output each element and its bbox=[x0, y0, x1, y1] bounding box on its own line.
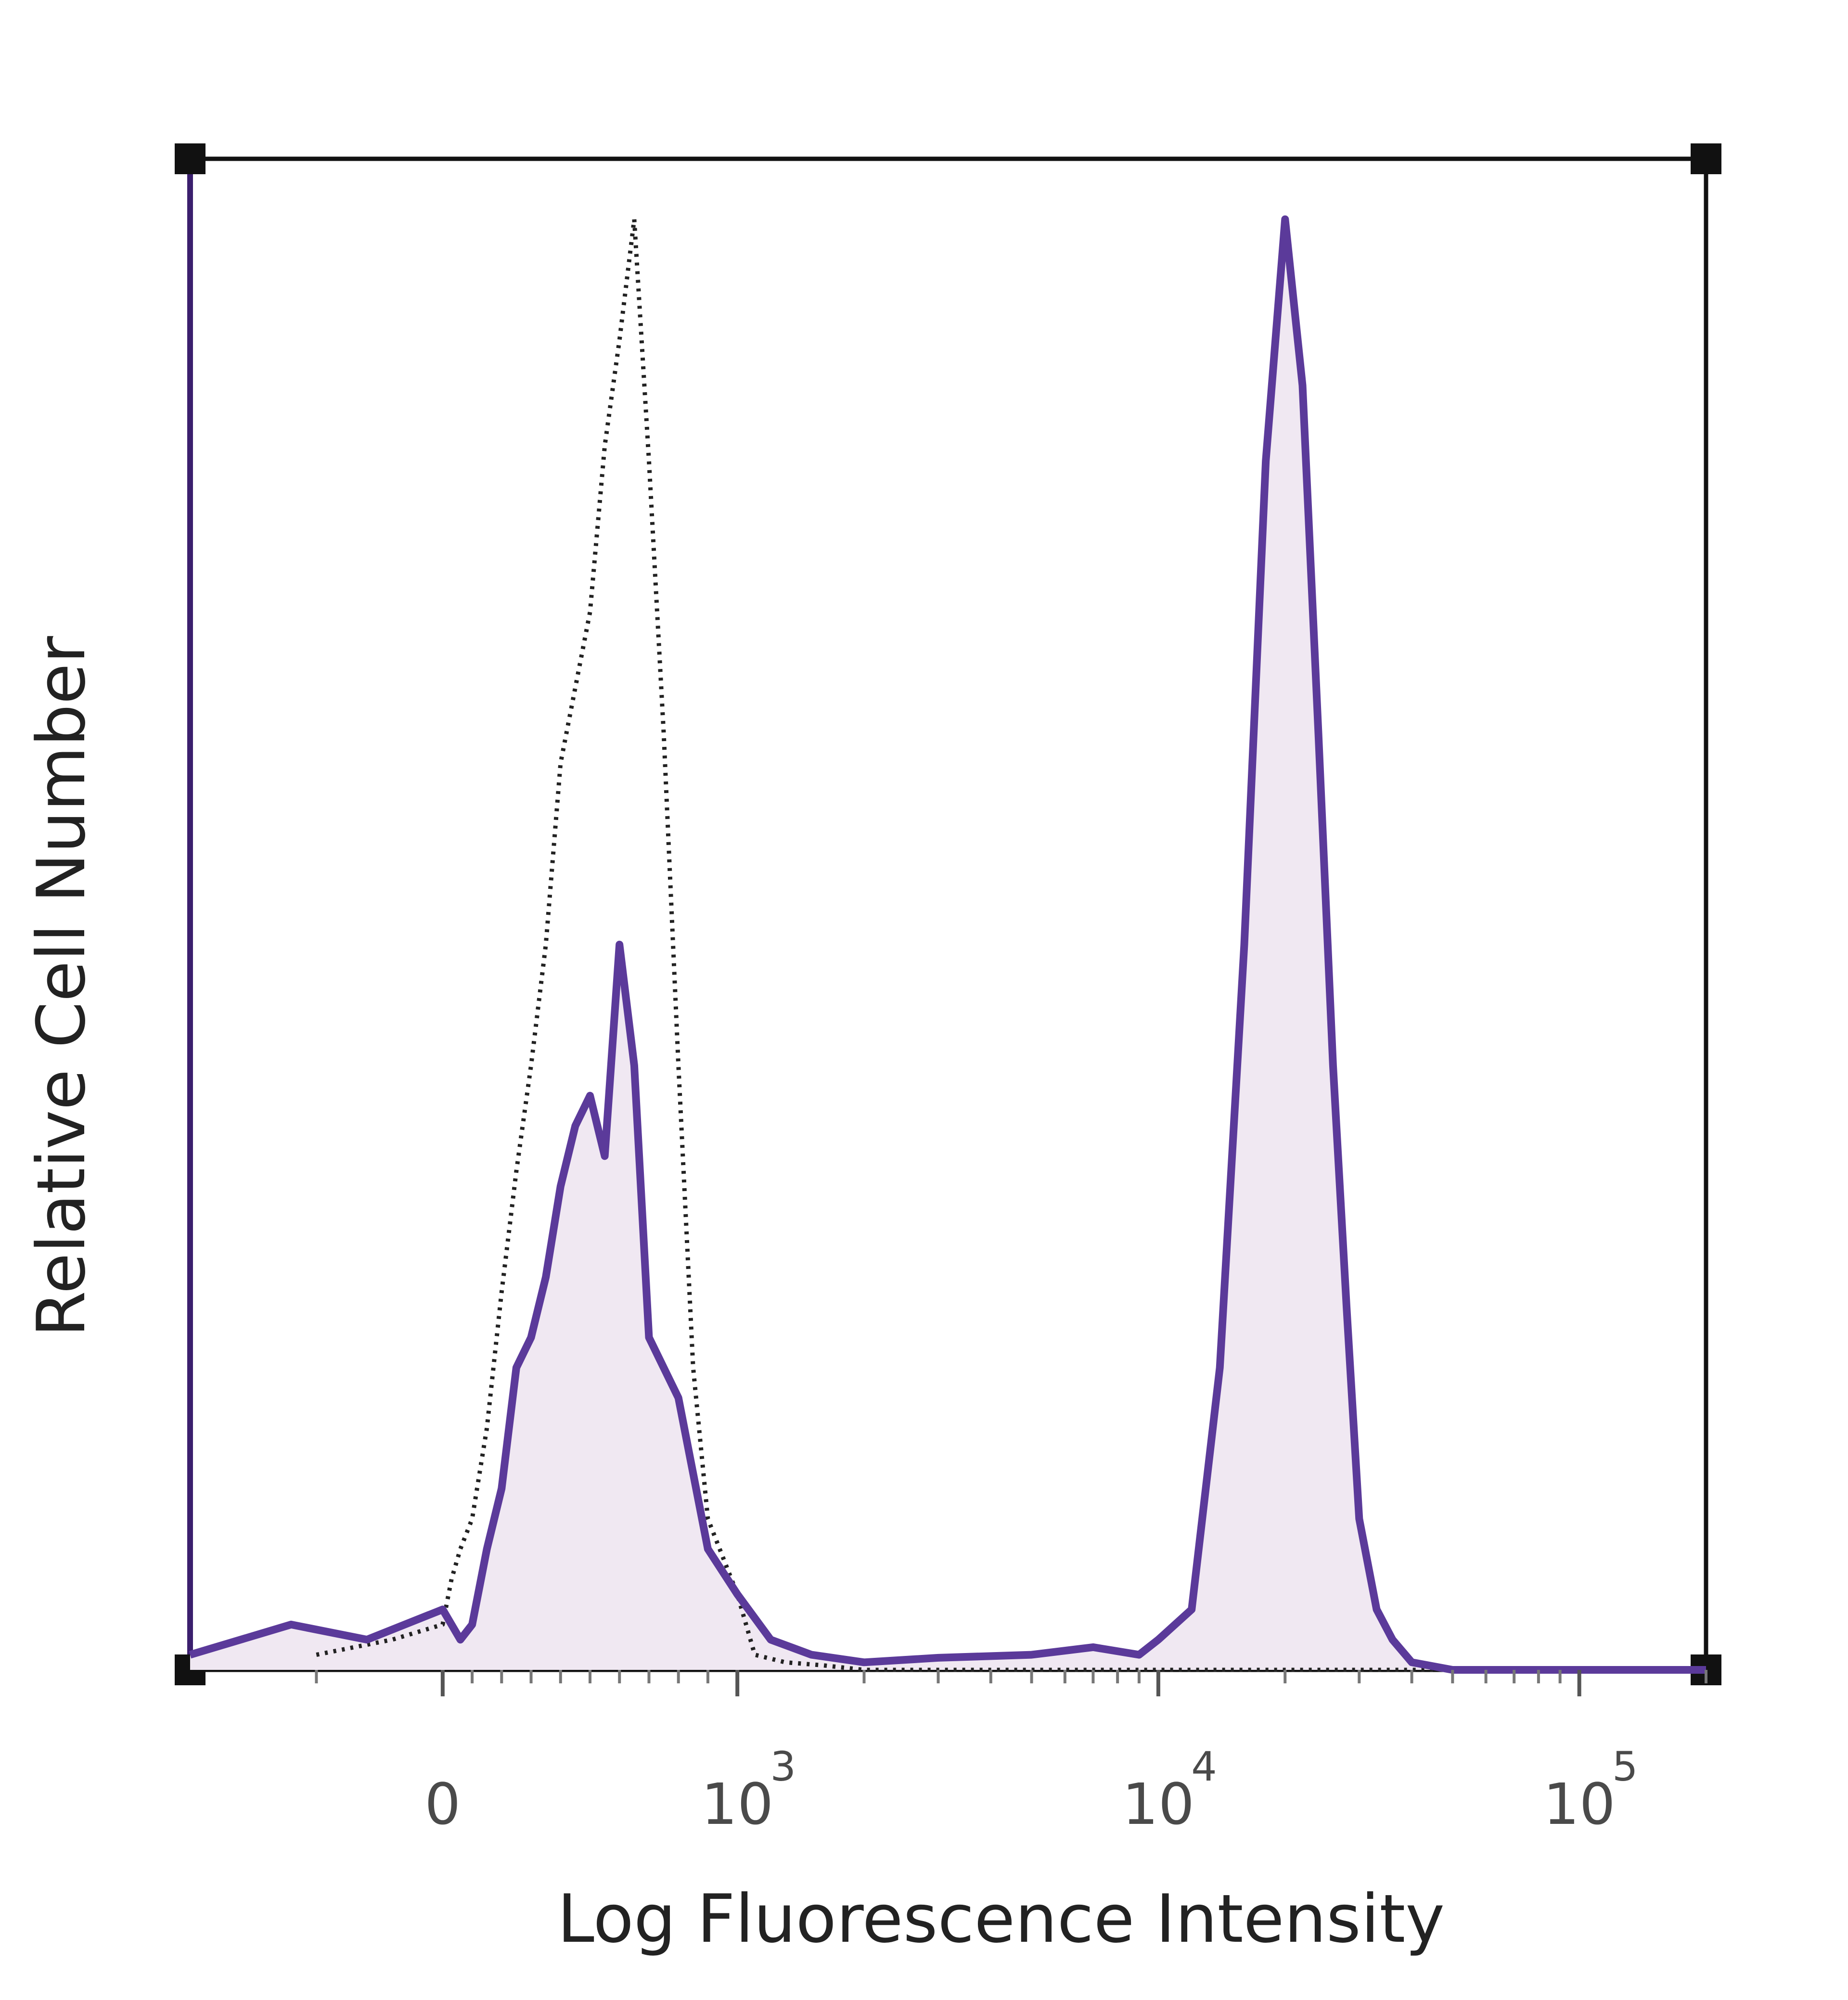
x-tick-exponent: 5 bbox=[1612, 1743, 1638, 1790]
isotype-control-histogram-line bbox=[316, 217, 1706, 1672]
x-tick-label: 0 bbox=[424, 1771, 461, 1837]
x-tick-label: 10 bbox=[1122, 1771, 1194, 1837]
x-tick-exponent: 3 bbox=[770, 1743, 796, 1790]
stained-histogram-fill bbox=[190, 219, 1706, 1670]
x-tick-exponent: 4 bbox=[1191, 1743, 1217, 1790]
x-axis-title: Log Fluorescence Intensity bbox=[557, 1880, 1445, 1958]
stained-histogram-line bbox=[189, 215, 1706, 1674]
y-axis-title: Relative Cell Number bbox=[23, 636, 100, 1337]
plot-frame bbox=[175, 143, 1721, 1685]
frame-corner-marker bbox=[175, 143, 205, 174]
frame-corner-marker bbox=[1691, 143, 1721, 174]
x-tick-label: 10 bbox=[701, 1771, 773, 1837]
plot-border bbox=[188, 156, 1708, 1672]
x-tick-label: 10 bbox=[1543, 1771, 1616, 1837]
histogram-series bbox=[189, 215, 1706, 1674]
